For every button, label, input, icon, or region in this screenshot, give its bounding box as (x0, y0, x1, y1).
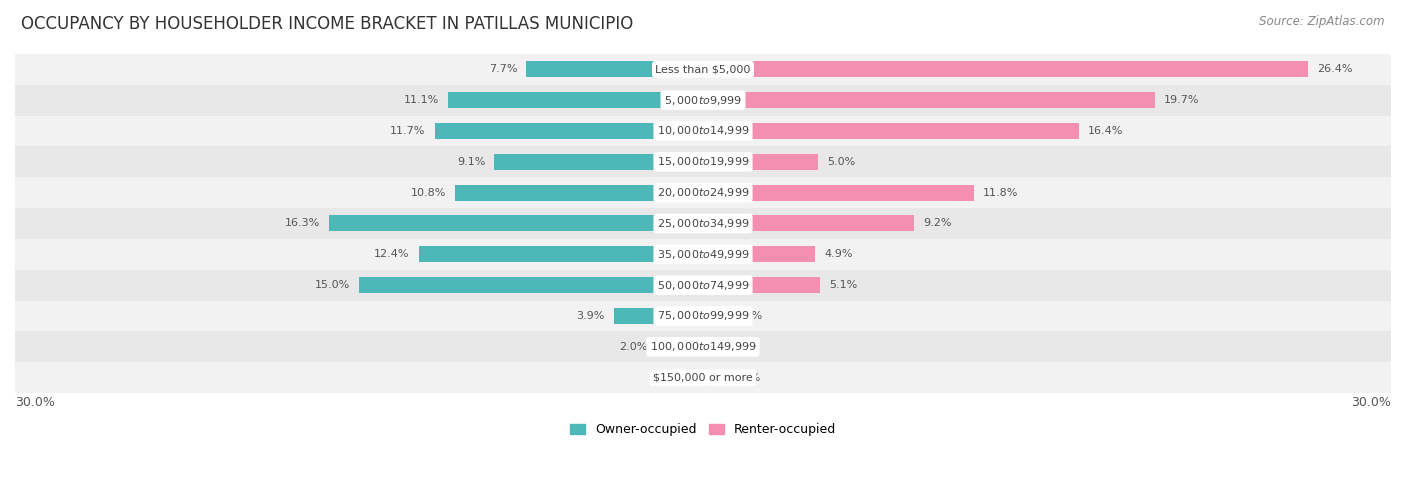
Legend: Owner-occupied, Renter-occupied: Owner-occupied, Renter-occupied (565, 418, 841, 441)
Text: 0.56%: 0.56% (725, 373, 761, 382)
Bar (329, 215, 703, 231)
Text: 9.1%: 9.1% (457, 157, 485, 167)
Text: 5.1%: 5.1% (830, 280, 858, 290)
Text: 4.9%: 4.9% (824, 249, 853, 260)
Text: 3.9%: 3.9% (576, 311, 605, 321)
Text: 12.4%: 12.4% (374, 249, 409, 260)
Bar (359, 277, 703, 293)
Text: $50,000 to $74,999: $50,000 to $74,999 (657, 278, 749, 292)
Bar (15, 270, 1391, 300)
Text: 9.2%: 9.2% (924, 219, 952, 228)
Text: $5,000 to $9,999: $5,000 to $9,999 (664, 94, 742, 106)
Bar (449, 92, 703, 108)
Text: 19.7%: 19.7% (1164, 95, 1199, 105)
Text: 11.1%: 11.1% (404, 95, 439, 105)
Bar (703, 185, 973, 201)
Text: 16.3%: 16.3% (285, 219, 321, 228)
Text: 11.8%: 11.8% (983, 188, 1018, 198)
Text: 10.8%: 10.8% (411, 188, 446, 198)
Bar (15, 146, 1391, 177)
Text: 0.0%: 0.0% (665, 373, 693, 382)
Text: $150,000 or more: $150,000 or more (654, 373, 752, 382)
Text: 5.0%: 5.0% (827, 157, 855, 167)
Bar (703, 92, 1154, 108)
Bar (15, 208, 1391, 239)
Bar (15, 239, 1391, 270)
Text: 7.7%: 7.7% (489, 64, 517, 74)
Bar (703, 61, 1309, 77)
Bar (456, 185, 703, 201)
Text: 16.4%: 16.4% (1088, 126, 1123, 136)
Text: 30.0%: 30.0% (15, 396, 55, 409)
Bar (657, 339, 703, 355)
Bar (703, 277, 820, 293)
Text: Source: ZipAtlas.com: Source: ZipAtlas.com (1260, 15, 1385, 28)
Text: 1.0%: 1.0% (735, 311, 763, 321)
Bar (15, 331, 1391, 362)
Bar (419, 246, 703, 262)
Bar (526, 61, 703, 77)
Text: $25,000 to $34,999: $25,000 to $34,999 (657, 217, 749, 230)
Text: OCCUPANCY BY HOUSEHOLDER INCOME BRACKET IN PATILLAS MUNICIPIO: OCCUPANCY BY HOUSEHOLDER INCOME BRACKET … (21, 15, 633, 33)
Text: 30.0%: 30.0% (1351, 396, 1391, 409)
Text: 11.7%: 11.7% (389, 126, 426, 136)
Bar (15, 116, 1391, 146)
Bar (703, 215, 914, 231)
Bar (703, 370, 716, 386)
Text: $75,000 to $99,999: $75,000 to $99,999 (657, 310, 749, 323)
Bar (15, 362, 1391, 393)
Text: $100,000 to $149,999: $100,000 to $149,999 (650, 340, 756, 353)
Bar (703, 123, 1080, 139)
Bar (703, 308, 725, 324)
Text: Less than $5,000: Less than $5,000 (655, 64, 751, 74)
Text: 0.0%: 0.0% (713, 342, 741, 352)
Bar (613, 308, 703, 324)
Text: 26.4%: 26.4% (1317, 64, 1353, 74)
Bar (15, 300, 1391, 331)
Text: $10,000 to $14,999: $10,000 to $14,999 (657, 124, 749, 138)
Bar (15, 85, 1391, 116)
Bar (495, 154, 703, 170)
Bar (15, 54, 1391, 85)
Text: 2.0%: 2.0% (620, 342, 648, 352)
Bar (703, 154, 818, 170)
Text: 15.0%: 15.0% (315, 280, 350, 290)
Text: $15,000 to $19,999: $15,000 to $19,999 (657, 156, 749, 168)
Text: $20,000 to $24,999: $20,000 to $24,999 (657, 186, 749, 199)
Bar (434, 123, 703, 139)
Bar (703, 246, 815, 262)
Text: $35,000 to $49,999: $35,000 to $49,999 (657, 248, 749, 261)
Bar (15, 177, 1391, 208)
